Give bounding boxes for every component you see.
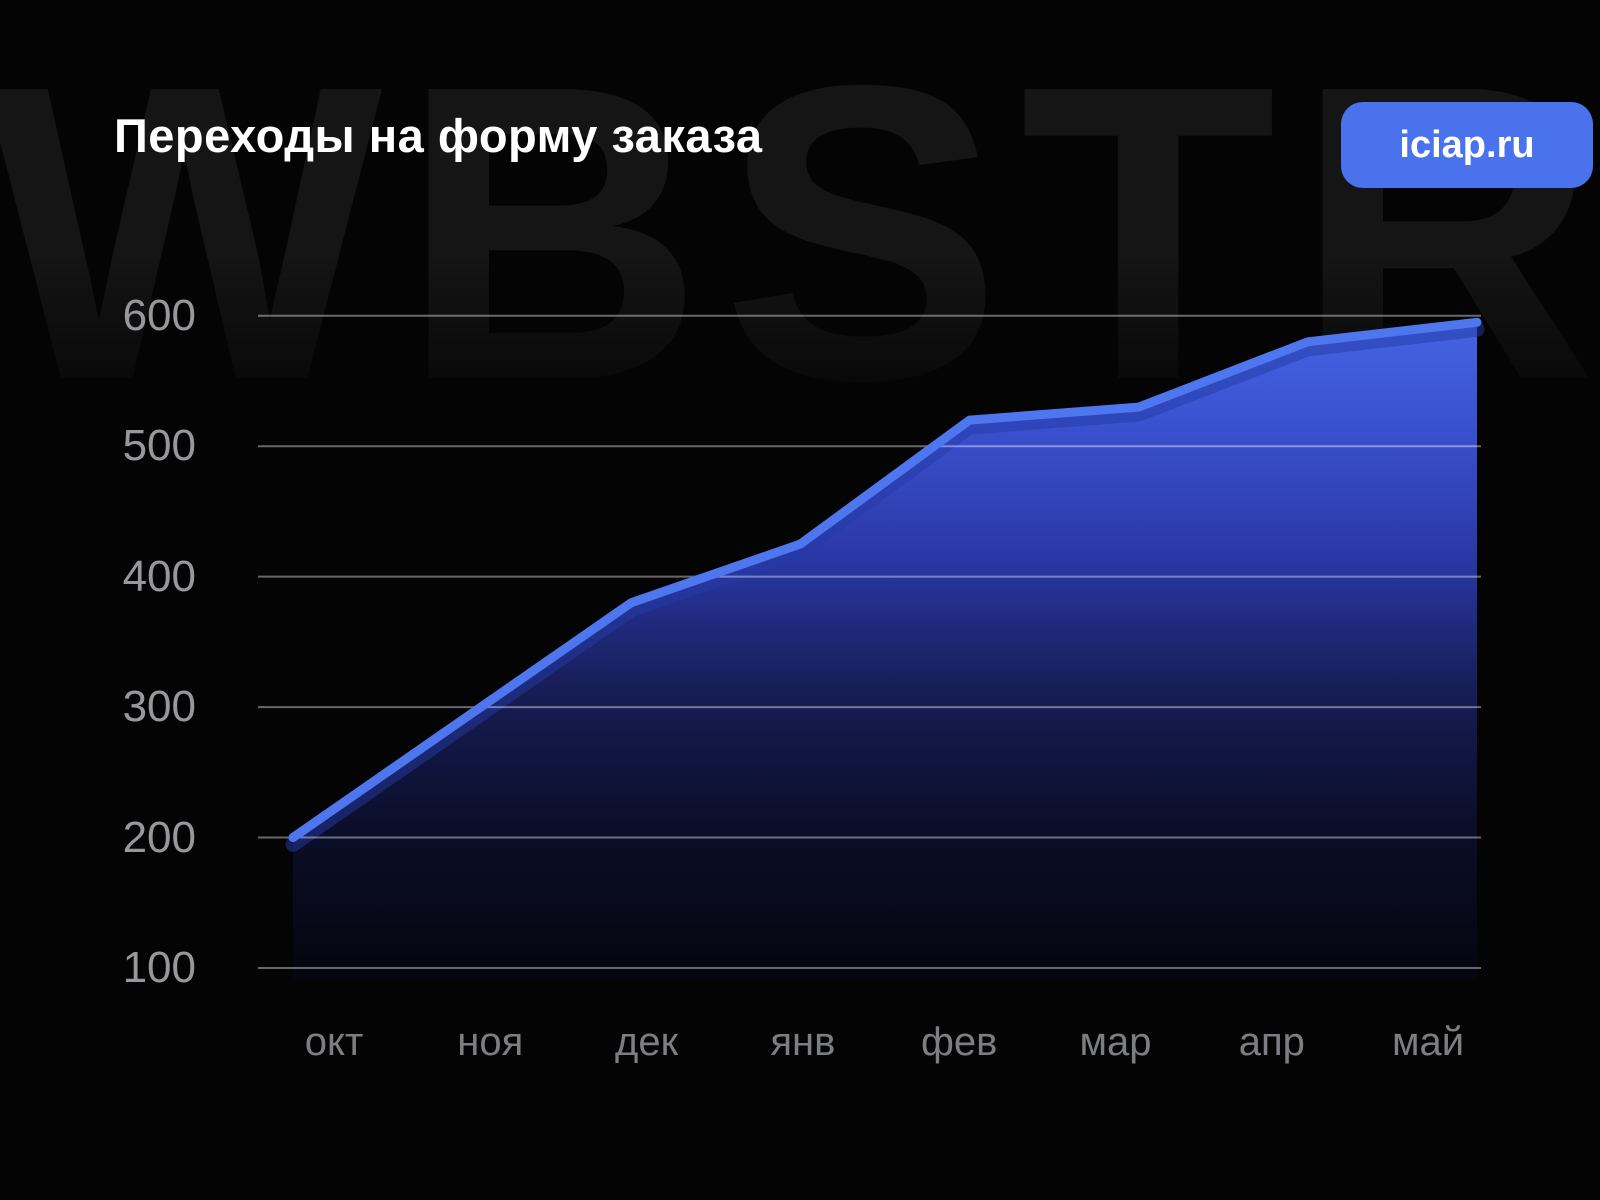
x-axis-label: окт [304, 1020, 364, 1064]
line-shadow [285, 321, 1485, 852]
y-axis-label: 400 [122, 551, 196, 601]
y-axis-label: 100 [122, 943, 196, 992]
y-axis-label: 200 [122, 812, 196, 862]
y-axis-label: 600 [122, 290, 196, 340]
x-axis-label: янв [770, 1020, 836, 1064]
x-axis-label: фев [920, 1020, 998, 1064]
chart-title: Переходы на форму заказа [114, 109, 763, 162]
x-axis-label: дек [615, 1020, 679, 1064]
gridlines [258, 314, 1481, 969]
y-axis: 600 500 400 300 200 100 [0, 0, 196, 1200]
y-axis-label: 500 [122, 421, 196, 471]
data-line [288, 317, 1482, 842]
site-badge-label: iciap.ru [1399, 123, 1535, 166]
x-axis-label: апр [1238, 1020, 1305, 1064]
x-axis-label: май [1392, 1020, 1465, 1064]
area-fill [293, 322, 1477, 980]
x-axis-label: ноя [457, 1020, 524, 1064]
x-axis-label: мар [1079, 1020, 1152, 1064]
site-badge[interactable]: iciap.ru [1341, 102, 1593, 188]
y-axis-label: 300 [122, 682, 196, 732]
